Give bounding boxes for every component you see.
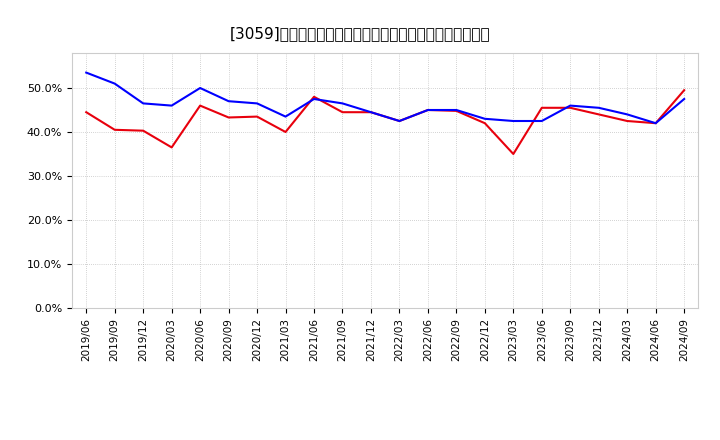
有利子負債 (167, 103, 176, 108)
有利子負債 (566, 103, 575, 108)
有利子負債 (395, 118, 404, 124)
現預金 (680, 88, 688, 93)
有利子負債 (253, 101, 261, 106)
現預金 (196, 103, 204, 108)
現預金 (509, 151, 518, 157)
有利子負債 (310, 96, 318, 102)
現預金 (623, 118, 631, 124)
Line: 現預金: 現預金 (86, 90, 684, 154)
有利子負債 (423, 107, 432, 113)
有利子負債 (82, 70, 91, 75)
現預金 (537, 105, 546, 110)
現預金 (253, 114, 261, 119)
現預金 (423, 107, 432, 113)
有利子負債 (139, 101, 148, 106)
現預金 (652, 121, 660, 126)
有利子負債 (282, 114, 290, 119)
現預金 (480, 121, 489, 126)
有利子負債 (196, 85, 204, 91)
有利子負債 (537, 118, 546, 124)
現預金 (225, 115, 233, 120)
現預金 (366, 110, 375, 115)
有利子負債 (338, 101, 347, 106)
現預金 (110, 127, 119, 132)
有利子負債 (509, 118, 518, 124)
現預金 (82, 110, 91, 115)
現預金 (139, 128, 148, 133)
Text: [3059]　現預金、有利子負債の総資産に対する比率の推移: [3059] 現預金、有利子負債の総資産に対する比率の推移 (230, 26, 490, 41)
有利子負債 (480, 116, 489, 121)
現預金 (167, 145, 176, 150)
有利子負債 (680, 96, 688, 102)
有利子負債 (652, 121, 660, 126)
現預金 (595, 112, 603, 117)
現預金 (395, 118, 404, 124)
有利子負債 (110, 81, 119, 86)
有利子負債 (623, 112, 631, 117)
有利子負債 (595, 105, 603, 110)
現預金 (338, 110, 347, 115)
現預金 (310, 94, 318, 99)
有利子負債 (225, 99, 233, 104)
現預金 (282, 129, 290, 135)
有利子負債 (366, 110, 375, 115)
現預金 (566, 105, 575, 110)
Line: 有利子負債: 有利子負債 (86, 73, 684, 123)
現預金 (452, 108, 461, 114)
有利子負債 (452, 107, 461, 113)
